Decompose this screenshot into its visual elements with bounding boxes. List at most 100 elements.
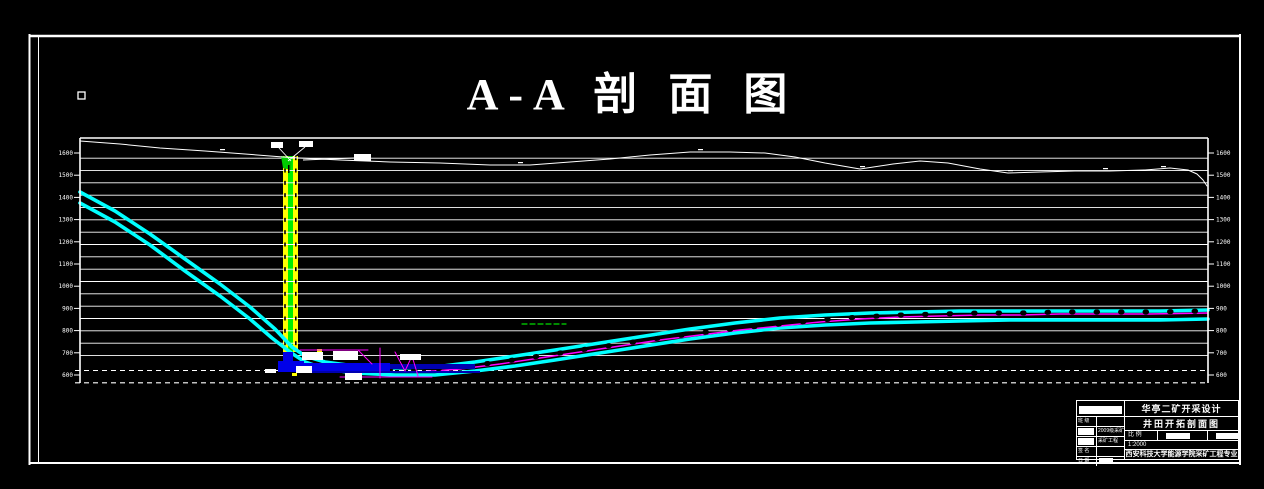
callout-box [265, 369, 276, 373]
callout-box [299, 141, 313, 147]
elevation-label-left: 1400 [59, 194, 74, 201]
shaft-collar-mark [288, 165, 290, 173]
elevation-label-right: 800 [1216, 328, 1227, 335]
elevation-label-right: 600 [1216, 372, 1227, 379]
elevation-label-right: 1300 [1216, 217, 1231, 224]
callout-box [400, 354, 421, 360]
elevation-label-right: 700 [1216, 350, 1227, 357]
terrain-survey-mark [1008, 170, 1013, 172]
shaft-tick [284, 341, 286, 346]
elevation-label-right: 1600 [1216, 150, 1231, 157]
shaft-tick [295, 193, 297, 198]
shaft-tick [284, 254, 286, 259]
shaft-stripe-green [288, 156, 293, 352]
organization: 西安科技大学能源学院采矿工程专业 [1125, 451, 1238, 458]
workings-yellow-mark [292, 373, 297, 376]
drawing-name: 井田开拓剖面图 [1125, 417, 1238, 431]
date-box [1099, 458, 1113, 464]
label-box [1078, 428, 1094, 435]
title-block-header-cell [1077, 401, 1124, 417]
elevation-label-left: 1100 [59, 261, 74, 268]
elevation-label-right: 900 [1216, 305, 1227, 312]
shaft-tick [284, 217, 286, 222]
scale-box2 [1216, 433, 1238, 439]
title-block-left: 班 级 2009级采矿 采矿工程 签 名 日 期 [1077, 401, 1125, 466]
shaft-tick [284, 279, 286, 284]
callout-box [302, 352, 323, 360]
shaft-tick [284, 205, 286, 210]
scale-cell [1158, 431, 1208, 440]
shaft-collar-wedge [281, 156, 292, 170]
terrain-line [79, 140, 1208, 187]
shaft-tick [284, 291, 286, 296]
title-block-row: 采矿工程 [1077, 437, 1124, 447]
roadway-blue [283, 352, 293, 362]
scale-label: 比 例 [1125, 431, 1158, 440]
terrain-survey-mark [220, 149, 225, 151]
workings-magenta-line [357, 349, 373, 365]
filled-cell [1077, 437, 1097, 446]
shaft-stripe-yellow-left [283, 156, 288, 352]
elevation-label-right: 1500 [1216, 172, 1231, 179]
shaft-tick [295, 291, 297, 296]
elevation-label-left: 700 [62, 350, 73, 357]
page-title: A-A 剖 面 图 [466, 70, 798, 119]
terrain-survey-mark [518, 162, 523, 164]
elevation-label-left: 1000 [59, 283, 74, 290]
shaft-tick [295, 254, 297, 259]
roadway-blue [278, 361, 304, 372]
elevation-label-left: 1600 [59, 150, 74, 157]
scale-value: 1:2000 [1125, 441, 1238, 450]
shaft-tick [284, 328, 286, 333]
shaft-tick [295, 180, 297, 185]
major-value: 采矿工程 [1098, 438, 1119, 444]
shaft-tick [284, 180, 286, 185]
callout-box [271, 142, 283, 148]
shaft-tick [295, 205, 297, 210]
sign-value [1097, 447, 1124, 456]
shaft-tick [284, 242, 286, 247]
callout-box [333, 351, 358, 360]
shaft-tick [284, 230, 286, 235]
class-value [1097, 417, 1124, 426]
scale-cell2 [1208, 431, 1238, 440]
shaft-tick [295, 168, 297, 173]
terrain-survey-mark [698, 149, 703, 151]
title-block-right: 华亭二矿开采设计 井田开拓剖面图 比 例 1:2000 西安科技大学能源学院采矿… [1125, 401, 1238, 459]
elevation-label-right: 1100 [1216, 261, 1231, 268]
terrain-survey-mark [1161, 166, 1166, 168]
shaft-tick [284, 193, 286, 198]
shaft-tick [295, 267, 297, 272]
shaft-tick [295, 341, 297, 346]
frame-marker-square [77, 91, 86, 100]
roadway-blue [300, 371, 480, 373]
callout-leader [278, 147, 292, 162]
seam-centerline [339, 312, 1209, 373]
name-box [1079, 406, 1122, 414]
elevation-label-right: 1000 [1216, 283, 1231, 290]
callout-box [296, 366, 312, 373]
title-block: 班 级 2009级采矿 采矿工程 签 名 日 期 华亭二矿开采设计 井田开拓 [1076, 400, 1239, 466]
title-block-row: 签 名 [1077, 447, 1124, 457]
label-box [1078, 438, 1094, 445]
elevation-label-right: 1200 [1216, 239, 1231, 246]
grade-value: 2009级采矿 [1098, 428, 1124, 434]
callout-leader [287, 146, 306, 162]
roadway-blue [304, 363, 390, 371]
coal-seam-lower [78, 201, 1210, 377]
date-value [1097, 457, 1124, 466]
callout-box [345, 373, 362, 380]
elevation-label-left: 800 [62, 328, 73, 335]
callout-leader [302, 157, 356, 161]
terrain-survey-mark [1103, 168, 1108, 170]
coal-seam-upper [78, 190, 1210, 370]
elevation-label-left: 1200 [59, 239, 74, 246]
class-label: 班 级 [1077, 417, 1097, 426]
filled-cell [1077, 427, 1097, 436]
shaft-tick [295, 279, 297, 284]
shaft-tick [295, 242, 297, 247]
title-block-row: 班 级 [1077, 417, 1124, 427]
elevation-label-left: 1300 [59, 217, 74, 224]
